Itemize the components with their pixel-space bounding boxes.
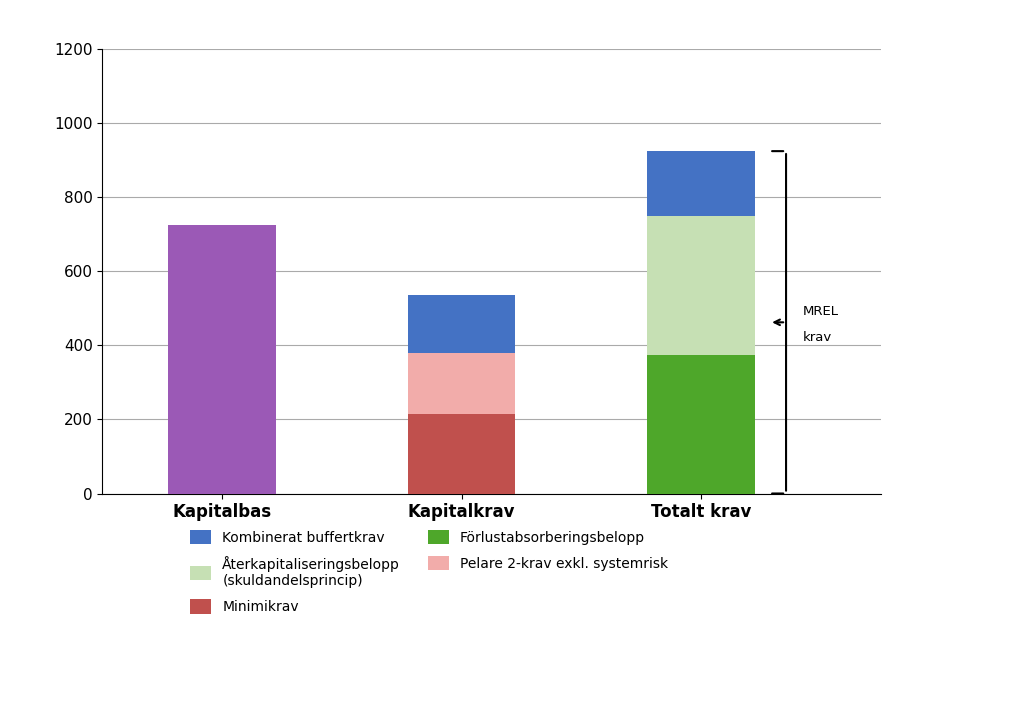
Text: MREL: MREL	[803, 305, 839, 318]
Bar	[408, 414, 515, 494]
Bar	[647, 151, 755, 216]
Bar	[168, 225, 276, 494]
Bar	[647, 355, 755, 494]
Bar	[408, 295, 515, 352]
Bar	[408, 352, 515, 414]
Text: krav: krav	[803, 331, 833, 343]
Legend: Kombinerat buffertkrav, Återkapitaliseringsbelopp
(skuldandelsprincip), Minimikr: Kombinerat buffertkrav, Återkapitaliseri…	[185, 525, 674, 620]
Bar	[647, 216, 755, 355]
